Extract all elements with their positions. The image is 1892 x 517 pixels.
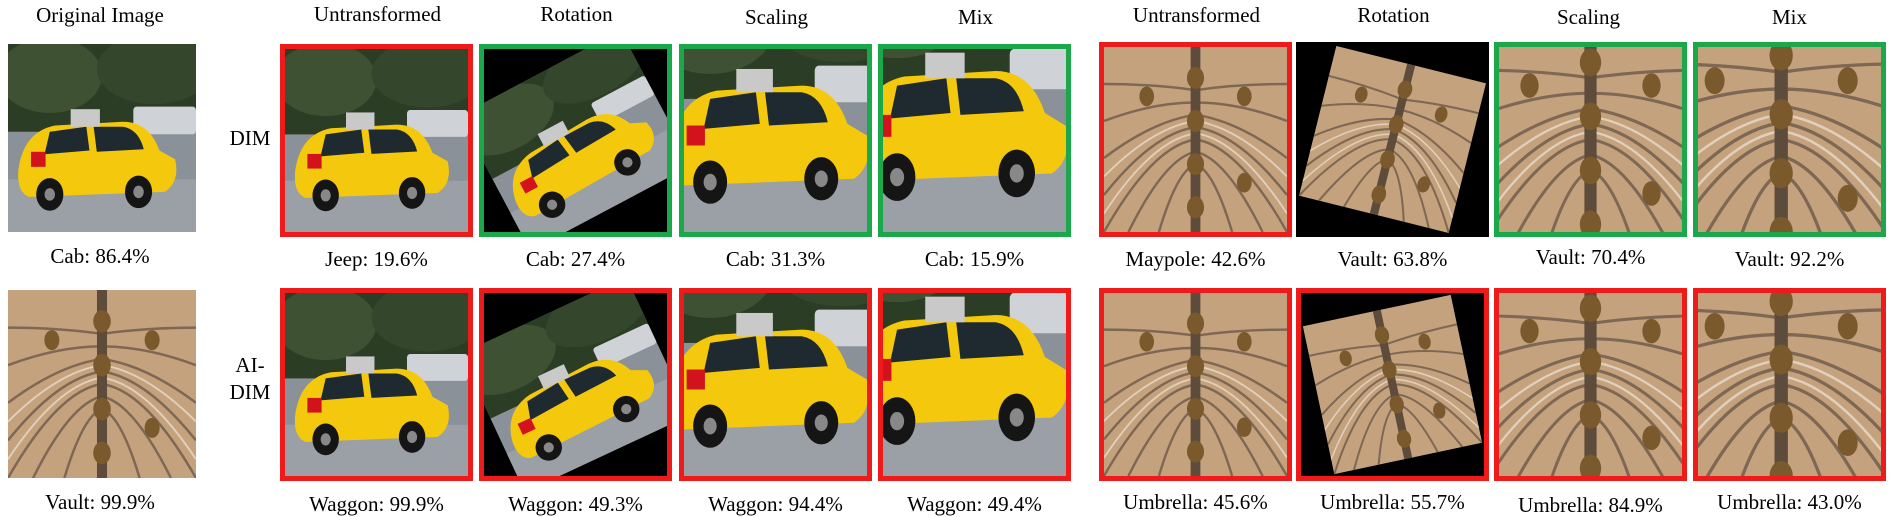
row-label-aidim-line1: AI-	[235, 353, 265, 377]
tile-dim-mix-vault	[1693, 42, 1886, 237]
header-rotation-right: Rotation	[1357, 3, 1430, 27]
tile-aidim-mix-cab	[878, 288, 1071, 481]
header-mix-left: Mix	[957, 5, 993, 29]
tile-dim-untransformed-vault	[1099, 42, 1292, 237]
caption-aidim-rotation-cab: Waggon: 49.3%	[508, 492, 643, 516]
caption-aidim-untransformed-vault: Umbrella: 45.6%	[1123, 490, 1268, 514]
tile-aidim-rotation-vault	[1296, 288, 1489, 481]
caption-dim-mix-vault: Vault: 92.2%	[1734, 247, 1845, 271]
header-mix-right: Mix	[1771, 5, 1807, 29]
original-image-vault	[8, 290, 196, 478]
caption-dim-rotation-vault: Vault: 63.8%	[1337, 247, 1448, 271]
caption-dim-mix-cab: Cab: 15.9%	[924, 247, 1025, 271]
original-image-cab	[8, 44, 196, 232]
caption-aidim-scaling-cab: Waggon: 94.4%	[708, 492, 843, 516]
caption-aidim-mix-cab: Waggon: 49.4%	[907, 492, 1042, 516]
tile-dim-scaling-cab	[679, 44, 872, 237]
header-original-image: Original Image	[36, 3, 164, 27]
tile-dim-rotation-cab	[479, 44, 672, 237]
tile-aidim-untransformed-cab	[280, 288, 473, 481]
header-rotation-left: Rotation	[540, 2, 613, 26]
header-untransformed-right: Untransformed	[1132, 3, 1261, 27]
caption-aidim-untransformed-cab: Waggon: 99.9%	[309, 492, 444, 516]
tile-dim-untransformed-cab	[280, 44, 473, 237]
tile-aidim-scaling-vault	[1494, 288, 1687, 481]
tile-aidim-untransformed-vault	[1099, 288, 1292, 481]
caption-aidim-rotation-vault: Umbrella: 55.7%	[1320, 490, 1465, 514]
row-label-dim: DIM	[229, 126, 271, 150]
caption-dim-rotation-cab: Cab: 27.4%	[525, 247, 626, 271]
tile-dim-rotation-vault	[1296, 42, 1489, 237]
header-scaling-right: Scaling	[1557, 5, 1620, 29]
row-label-aidim-line2: DIM	[229, 380, 271, 404]
caption-dim-untransformed-cab: Jeep: 19.6%	[325, 247, 428, 271]
caption-dim-scaling-cab: Cab: 31.3%	[725, 247, 826, 271]
caption-original-cab: Cab: 86.4%	[50, 244, 150, 268]
tile-aidim-mix-vault	[1693, 288, 1886, 481]
caption-dim-untransformed-vault: Maypole: 42.6%	[1125, 247, 1266, 271]
header-scaling-left: Scaling	[745, 5, 808, 29]
tile-aidim-rotation-cab	[479, 288, 672, 481]
tile-aidim-scaling-cab	[679, 288, 872, 481]
caption-dim-scaling-vault: Vault: 70.4%	[1535, 245, 1646, 269]
tile-dim-scaling-vault	[1494, 42, 1687, 237]
tile-dim-mix-cab	[878, 44, 1071, 237]
caption-original-vault: Vault: 99.9%	[45, 490, 155, 514]
caption-aidim-scaling-vault: Umbrella: 84.9%	[1518, 493, 1663, 517]
caption-aidim-mix-vault: Umbrella: 43.0%	[1717, 490, 1862, 514]
header-untransformed-left: Untransformed	[313, 2, 442, 26]
